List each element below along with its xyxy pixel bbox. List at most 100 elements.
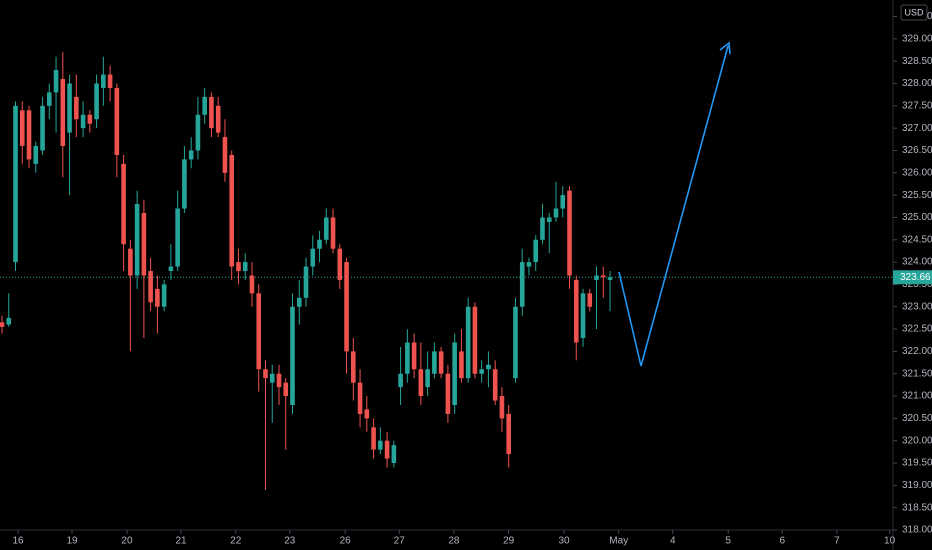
candle-body xyxy=(33,146,39,164)
candle-body xyxy=(425,369,430,388)
candle-body xyxy=(276,373,282,388)
candle-body xyxy=(310,248,316,267)
candle-body xyxy=(67,83,72,133)
candle-body xyxy=(256,293,262,370)
y-tick-label: 324.00 xyxy=(902,257,932,268)
candle-body xyxy=(506,413,511,455)
candle-body xyxy=(560,195,566,209)
candle-body xyxy=(168,266,174,272)
candle-layer xyxy=(0,52,613,490)
candle-body xyxy=(60,79,66,147)
candle-body xyxy=(351,351,356,383)
x-tick-label: 7 xyxy=(834,536,840,547)
x-tick-label: 30 xyxy=(558,536,570,547)
candle-body xyxy=(229,154,235,267)
candle-body xyxy=(26,110,32,160)
candle-body xyxy=(472,306,478,374)
y-tick-label: 325.50 xyxy=(902,190,932,201)
y-tick-label: 328.50 xyxy=(902,56,932,67)
candle-body xyxy=(283,382,289,397)
candle-body xyxy=(405,342,410,374)
y-tick-label: 323.50 xyxy=(902,279,932,290)
candle-body xyxy=(337,248,343,280)
candle-body xyxy=(398,373,403,388)
y-tick-label: 319.00 xyxy=(902,480,932,491)
candle-body xyxy=(128,248,133,276)
candle-body xyxy=(546,217,552,222)
x-tick-label: 10 xyxy=(884,536,896,547)
candle-body xyxy=(195,114,201,151)
y-tick-label: 321.00 xyxy=(902,391,932,402)
y-tick-label: 324.50 xyxy=(902,234,932,245)
candle-body xyxy=(567,190,572,276)
candle-body xyxy=(80,114,86,129)
candle-body xyxy=(317,239,322,249)
candle-body xyxy=(553,208,559,218)
x-tick-label: 6 xyxy=(779,536,785,547)
candle-body xyxy=(269,373,275,383)
candle-body xyxy=(418,369,424,397)
candle-body xyxy=(486,364,491,370)
x-tick-label: 21 xyxy=(175,536,187,547)
x-tick-label: 4 xyxy=(670,536,676,547)
candle-body xyxy=(391,445,397,464)
y-tick-label: 321.50 xyxy=(902,368,932,379)
candle-body xyxy=(499,396,505,419)
candle-body xyxy=(357,382,363,414)
candle-body xyxy=(101,74,106,88)
x-tick-label: 20 xyxy=(121,536,133,547)
y-tick-label: 325.00 xyxy=(902,212,932,223)
candle-body xyxy=(600,275,606,278)
y-tick-label: 326.00 xyxy=(902,167,932,178)
candle-body xyxy=(161,284,167,307)
candle-body xyxy=(587,293,593,307)
y-tick-label: 328.00 xyxy=(902,78,932,89)
candle-body xyxy=(40,105,45,151)
candle-body xyxy=(378,440,383,450)
candle-body xyxy=(175,208,180,267)
x-tick-label: May xyxy=(609,536,628,547)
y-tick-label: 318.00 xyxy=(902,525,932,536)
candle-body xyxy=(242,262,248,272)
candle-body xyxy=(303,266,309,298)
candle-body xyxy=(594,275,599,280)
drawing-path xyxy=(618,45,729,367)
candle-body xyxy=(263,369,268,379)
candle-body xyxy=(364,409,370,419)
x-tick-label: 22 xyxy=(230,536,242,547)
y-tick-label: 318.50 xyxy=(902,502,932,513)
candle-body xyxy=(533,239,539,263)
candle-body xyxy=(209,96,214,129)
candle-body xyxy=(492,369,498,401)
candle-body xyxy=(459,351,464,379)
y-tick-label: 322.50 xyxy=(902,324,932,335)
candle-body xyxy=(296,297,302,307)
candle-body xyxy=(452,342,457,405)
candle-body xyxy=(74,96,79,120)
candle-body xyxy=(19,110,25,147)
drawing-arrowhead xyxy=(719,41,731,55)
y-tick-label: 327.50 xyxy=(902,100,932,111)
candle-body xyxy=(121,163,126,245)
candle-body xyxy=(438,351,444,374)
candle-body xyxy=(134,204,140,276)
candle-body xyxy=(148,271,153,303)
candle-body xyxy=(445,373,451,414)
x-tick-label: 23 xyxy=(284,536,296,547)
candle-body xyxy=(155,288,160,307)
candle-body xyxy=(432,351,437,374)
candle-body xyxy=(290,306,295,405)
candle-body xyxy=(87,114,93,124)
candle-body xyxy=(344,262,349,352)
candle-body xyxy=(540,217,545,240)
candle-body xyxy=(46,92,52,106)
candle-body xyxy=(323,217,329,240)
y-tick-label: 329.00 xyxy=(902,33,932,44)
x-tick-label: 5 xyxy=(725,536,731,547)
candle-body xyxy=(607,277,613,280)
candle-body xyxy=(141,212,147,276)
x-tick-label: 19 xyxy=(66,536,78,547)
candle-body xyxy=(465,306,471,379)
candle-body xyxy=(107,74,113,88)
